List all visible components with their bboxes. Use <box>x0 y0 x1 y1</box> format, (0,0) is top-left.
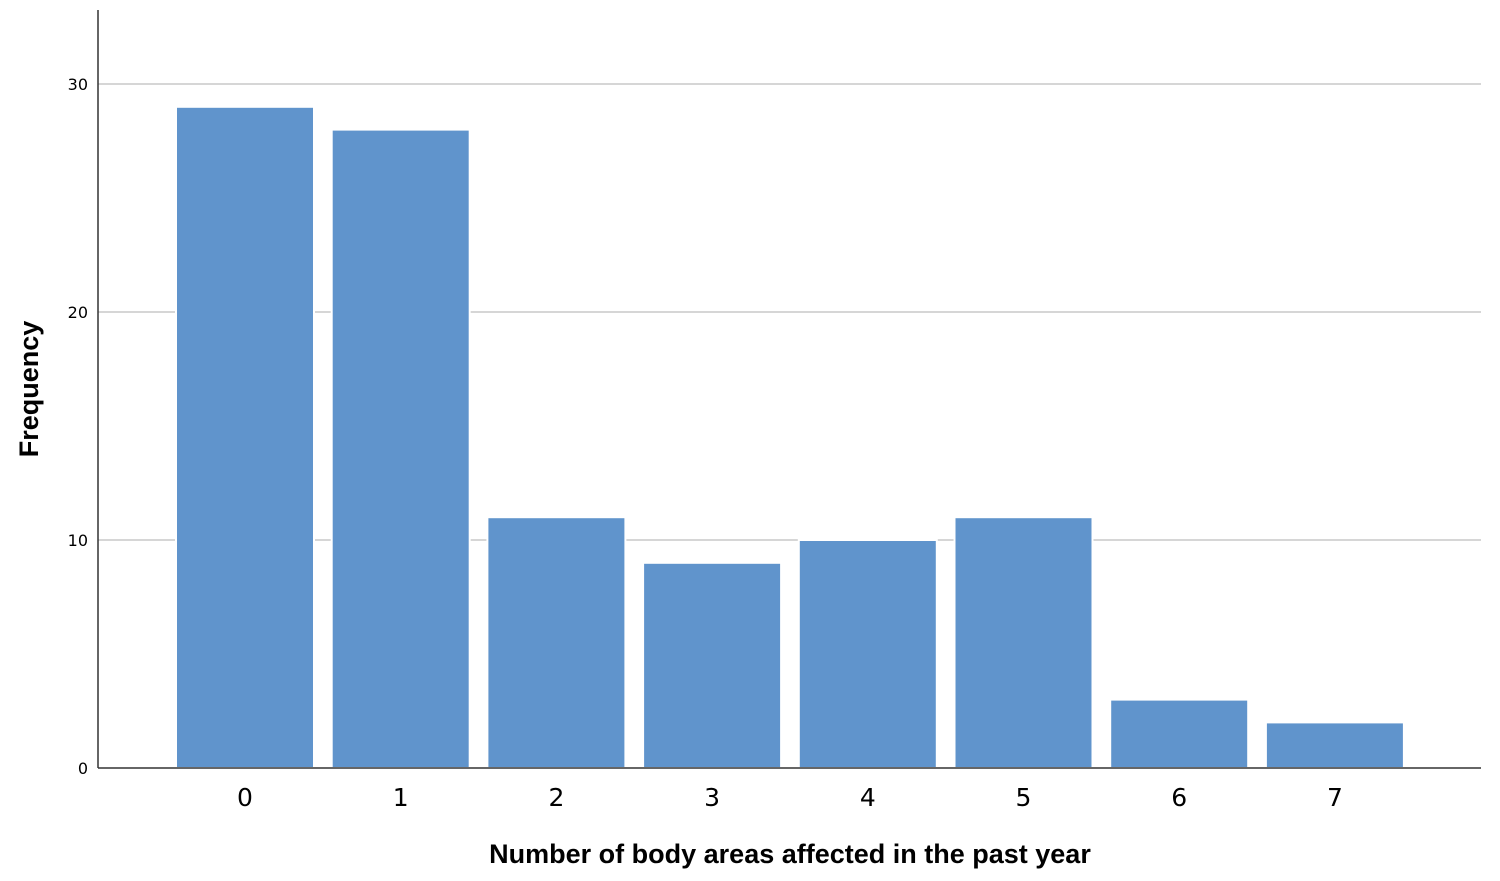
bar-3 <box>642 561 783 769</box>
axes <box>97 10 1481 769</box>
x-tick-labels: 0 1 2 3 4 5 6 7 <box>237 783 1343 812</box>
bar-6 <box>1109 698 1250 769</box>
bar-1 <box>330 128 471 770</box>
x-tick-label: 4 <box>860 783 876 812</box>
x-tick-label: 3 <box>704 783 720 812</box>
y-tick-label: 10 <box>68 531 88 550</box>
x-tick-label: 2 <box>548 783 564 812</box>
y-tick-label: 30 <box>68 75 88 94</box>
x-axis-title: Number of body areas affected in the pas… <box>489 839 1091 869</box>
x-tick-label: 0 <box>237 783 253 812</box>
bar-2 <box>486 516 627 770</box>
bars <box>175 105 1405 770</box>
y-tick-label: 20 <box>68 303 88 322</box>
y-tick-labels: 0 10 20 30 <box>68 75 88 778</box>
x-tick-label: 7 <box>1327 783 1343 812</box>
y-axis-title: Frequency <box>14 321 44 458</box>
y-tick-label: 0 <box>78 759 88 778</box>
gridlines <box>98 83 1481 541</box>
x-tick-label: 1 <box>393 783 409 812</box>
x-tick-label: 5 <box>1016 783 1032 812</box>
bar-4 <box>797 539 938 769</box>
bar-7 <box>1264 721 1405 770</box>
x-tick-label: 6 <box>1171 783 1187 812</box>
bar-0 <box>175 105 315 770</box>
bar-5 <box>953 516 1094 770</box>
